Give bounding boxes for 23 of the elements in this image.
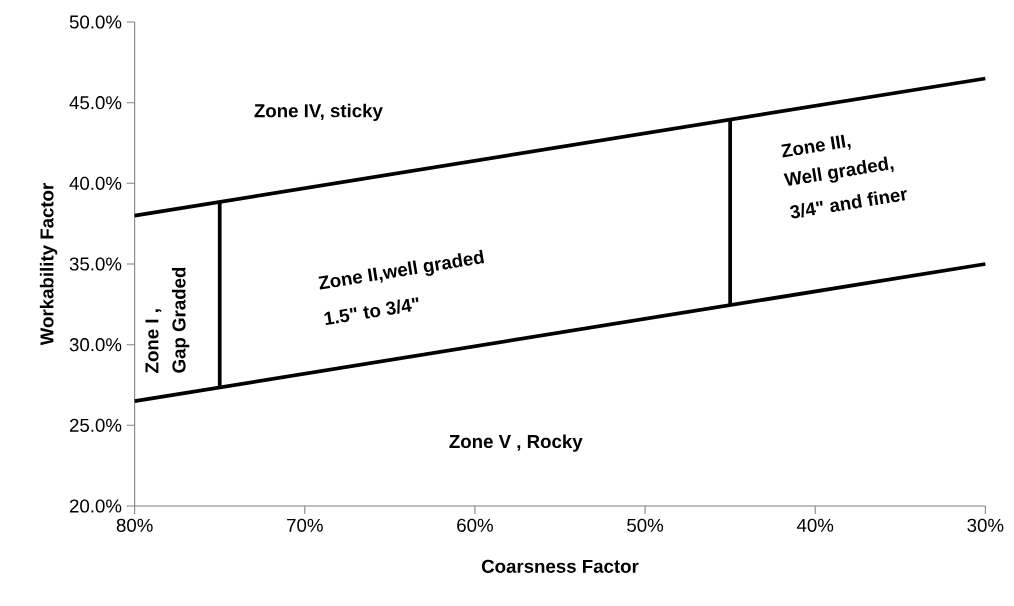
y-tick-label: 30.0%: [69, 338, 122, 352]
annotation: Zone V , Rocky: [449, 434, 583, 452]
annotation: Zone IV, sticky: [254, 103, 383, 122]
annotation: 1.5" to 3/4": [324, 297, 419, 326]
x-tick-label: 30%: [967, 518, 1004, 532]
x-tick-label: 80%: [116, 518, 153, 532]
y-tick-label: 35.0%: [69, 257, 122, 271]
y-tick-label: 25.0%: [69, 418, 122, 432]
x-tick-label: 40%: [796, 518, 834, 532]
x-tick-label: 60%: [457, 518, 493, 532]
annotation: Gap Graded: [171, 267, 190, 373]
annotation: 3/4" and finer: [790, 190, 907, 219]
y-axis-title: Workability Factor: [39, 183, 58, 346]
x-axis-title: Coarsness Factor: [481, 559, 639, 573]
y-tick-label: 50.0%: [69, 15, 122, 29]
y-tick-label: 20.0%: [69, 499, 122, 513]
y-tick-label: 45.0%: [69, 96, 122, 110]
x-tick-label: 70%: [287, 518, 323, 532]
annotation: Zone II,well graded: [318, 249, 485, 290]
x-tick-label: 50%: [627, 518, 664, 532]
annotation: Zone I ,: [145, 309, 162, 373]
y-tick-label: 40.0%: [69, 176, 122, 190]
annotation: Zone III,: [781, 134, 851, 158]
